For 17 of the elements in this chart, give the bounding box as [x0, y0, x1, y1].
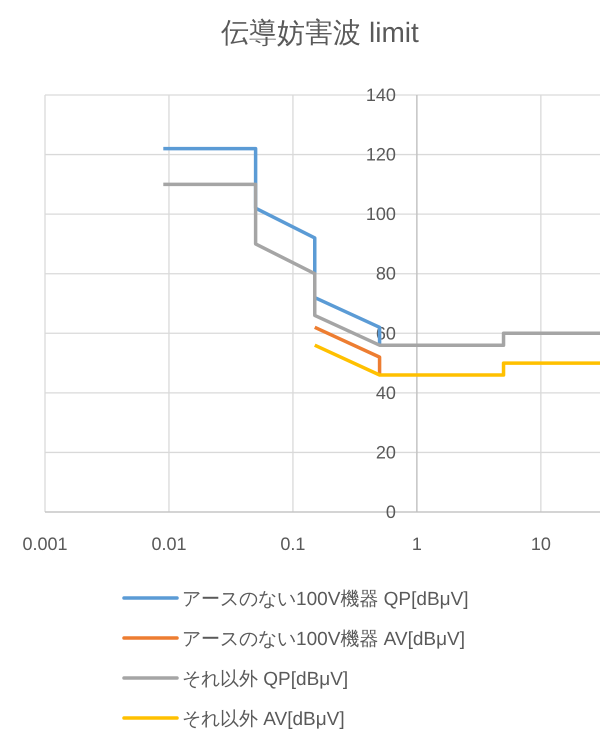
x-tick-label: 10 — [530, 534, 551, 554]
y-tick-label: 100 — [366, 204, 396, 224]
x-tick-label: 0.001 — [22, 534, 68, 554]
y-tick-label: 20 — [376, 442, 396, 462]
legend-label: アースのない100V機器 QP[dBμV] — [182, 589, 469, 610]
y-tick-label: 40 — [376, 382, 396, 403]
y-tick-label: 0 — [386, 502, 396, 522]
y-tick-label: 140 — [366, 85, 396, 105]
y-tick-label: 120 — [366, 144, 396, 165]
chart-title: 伝導妨害波 limit — [221, 17, 419, 48]
y-tick-label: 80 — [376, 264, 396, 284]
legend-label: アースのない100V機器 AV[dBμV] — [182, 629, 466, 650]
x-tick-label: 0.1 — [280, 534, 306, 554]
x-tick-label: 0.01 — [151, 534, 186, 554]
legend-label: それ以外 AV[dBμV] — [182, 709, 345, 730]
x-tick-label: 1 — [412, 534, 422, 554]
legend-label: それ以外 QP[dBμV] — [182, 669, 348, 690]
